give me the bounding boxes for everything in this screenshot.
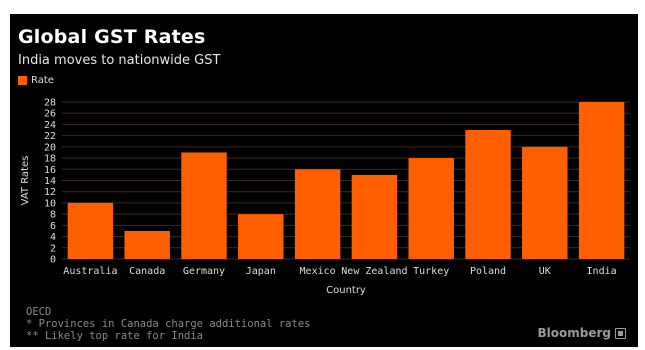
footnote-india: ** Likely top rate for India — [26, 330, 204, 342]
bar-germany — [181, 152, 227, 259]
bar-uk — [522, 146, 568, 259]
brand-logo: Bloomberg — [537, 326, 626, 340]
bar-japan — [238, 214, 284, 259]
y-tick-label: 26 — [44, 109, 56, 120]
legend-label: Rate — [31, 75, 54, 86]
brand-name: Bloomberg — [537, 326, 612, 340]
bar-australia — [67, 202, 114, 259]
y-axis-label: VAT Rates — [20, 156, 31, 206]
y-tick-label: 20 — [44, 142, 56, 153]
legend-swatch — [18, 76, 27, 85]
chart-subtitle: India moves to nationwide GST — [18, 53, 221, 68]
x-tick-label: Turkey — [413, 266, 449, 277]
y-tick-label: 10 — [44, 198, 56, 209]
chart-title: Global GST Rates — [18, 26, 206, 48]
x-tick-label: India — [587, 266, 617, 277]
x-tick-label: Australia — [63, 266, 117, 277]
y-tick-label: 4 — [50, 232, 56, 243]
y-tick-label: 24 — [44, 120, 56, 131]
x-tick-label: Germany — [183, 266, 225, 277]
y-tick-label: 6 — [50, 221, 56, 232]
y-tick-label: 14 — [44, 176, 56, 187]
y-tick-label: 8 — [50, 210, 56, 221]
chart-footer: OECD * Provinces in Canada charge additi… — [26, 306, 310, 342]
y-tick-label: 22 — [44, 131, 56, 142]
bar-canada — [124, 230, 170, 259]
y-tick-label: 12 — [44, 187, 56, 198]
bar-poland — [465, 130, 511, 259]
y-tick-label: 28 — [44, 98, 56, 109]
y-tick-label: 16 — [44, 165, 56, 176]
y-tick-label: 0 — [50, 255, 56, 266]
footnote-canada: * Provinces in Canada charge additional … — [26, 318, 311, 330]
bloomberg-icon — [615, 327, 626, 339]
y-tick-label: 2 — [50, 243, 56, 254]
x-tick-label: Canada — [129, 266, 165, 277]
x-axis-label: Country — [326, 285, 366, 296]
x-tick-label: Japan — [246, 266, 276, 277]
bar-india — [578, 102, 625, 259]
source-text: OECD — [26, 306, 52, 318]
x-tick-label: Mexico — [300, 266, 336, 277]
bar-new-zealand — [351, 174, 398, 259]
x-tick-label: New Zealand — [341, 266, 407, 277]
y-tick-label: 18 — [44, 154, 56, 165]
chart-legend: Rate — [18, 75, 54, 86]
bar-mexico — [294, 169, 341, 259]
bar-turkey — [408, 158, 454, 259]
x-tick-label: Poland — [470, 266, 506, 277]
chart-card: Global GST Rates India moves to nationwi… — [10, 14, 638, 347]
x-tick-label: UK — [539, 266, 551, 277]
